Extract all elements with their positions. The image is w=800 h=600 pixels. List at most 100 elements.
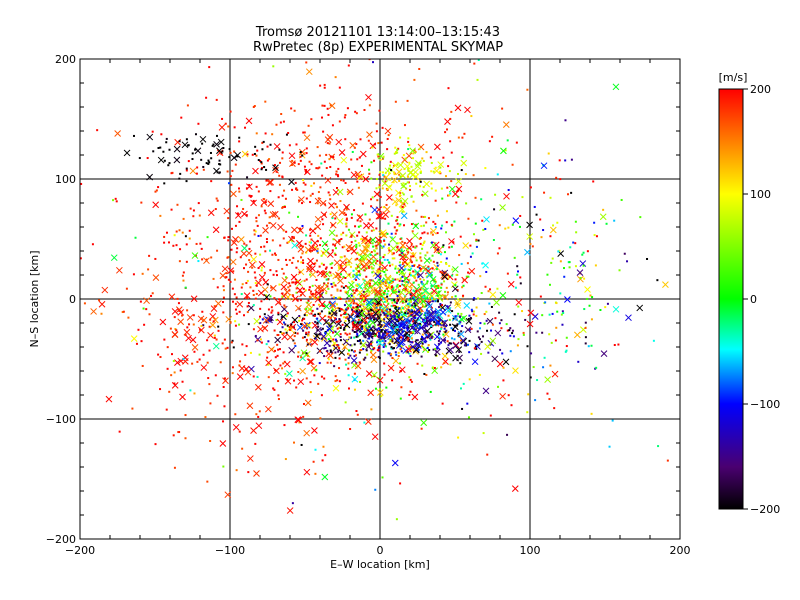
data-point: [339, 333, 342, 336]
data-point: [359, 321, 362, 324]
data-point-x: [183, 328, 191, 336]
data-point: [437, 339, 440, 342]
data-point: [446, 340, 449, 343]
data-point: [380, 292, 383, 295]
data-point: [432, 317, 435, 320]
data-point: [386, 189, 389, 192]
data-point: [398, 179, 401, 182]
data-point: [372, 267, 375, 270]
data-point: [352, 319, 355, 322]
data-point: [273, 252, 276, 255]
data-point: [316, 251, 319, 254]
data-point: [430, 312, 433, 315]
data-point-x: [599, 213, 607, 221]
data-point: [358, 283, 361, 286]
data-point: [294, 281, 297, 284]
data-point: [265, 224, 268, 227]
data-point: [363, 269, 366, 272]
data-point: [423, 240, 426, 243]
data-point: [526, 345, 529, 348]
data-point: [349, 428, 352, 431]
data-point: [141, 364, 144, 367]
data-point: [355, 245, 358, 248]
data-point: [306, 354, 309, 357]
data-point: [449, 301, 452, 304]
data-point: [398, 261, 401, 264]
data-point: [380, 298, 383, 301]
data-point: [453, 338, 456, 341]
data-point: [171, 353, 174, 356]
data-point: [196, 360, 199, 363]
data-point-x: [225, 315, 233, 323]
data-point: [410, 195, 413, 198]
data-point: [262, 140, 265, 143]
data-point: [287, 240, 290, 243]
data-point: [487, 290, 490, 293]
data-point: [349, 344, 352, 347]
data-point-x: [403, 316, 410, 324]
data-point-x: [343, 203, 350, 211]
data-point: [321, 304, 324, 307]
data-point-x: [452, 342, 460, 350]
data-point: [436, 248, 439, 251]
data-point-x: [482, 261, 489, 269]
data-point: [416, 294, 419, 297]
data-point: [466, 262, 469, 265]
data-point: [281, 206, 284, 209]
data-point: [460, 312, 463, 315]
data-point: [338, 318, 341, 321]
data-point: [356, 219, 359, 222]
data-point: [327, 315, 330, 318]
data-point: [370, 351, 373, 354]
data-point: [424, 300, 427, 303]
data-point: [432, 260, 435, 263]
data-point: [401, 300, 404, 303]
data-point-x: [416, 313, 423, 320]
data-point-x: [114, 130, 121, 137]
data-point: [233, 126, 236, 129]
data-point: [378, 173, 381, 176]
data-point: [420, 215, 423, 218]
data-point: [370, 205, 373, 208]
data-point: [383, 318, 386, 321]
data-point: [277, 380, 280, 383]
data-point: [334, 317, 337, 320]
data-point-x: [262, 227, 269, 234]
data-point-x: [288, 346, 296, 354]
data-point: [339, 308, 342, 311]
data-point: [254, 230, 257, 233]
data-point: [265, 238, 268, 241]
data-point: [415, 223, 418, 226]
data-point-x: [308, 244, 316, 252]
data-point: [296, 332, 299, 335]
data-point: [291, 261, 294, 264]
data-point: [234, 302, 237, 305]
data-point: [403, 325, 406, 328]
data-point: [325, 292, 328, 295]
data-point: [480, 198, 483, 201]
data-point-x: [365, 327, 372, 334]
data-point: [392, 310, 395, 313]
data-point: [310, 249, 313, 252]
data-point-x: [265, 359, 272, 367]
data-point: [324, 347, 327, 350]
data-point: [339, 326, 342, 329]
data-point: [467, 217, 470, 220]
data-point: [407, 298, 410, 301]
data-point: [412, 270, 415, 273]
data-point: [386, 314, 389, 317]
data-point: [186, 309, 189, 312]
data-point: [590, 318, 593, 321]
data-point: [369, 282, 372, 285]
data-point: [299, 159, 302, 162]
data-point: [373, 287, 376, 290]
data-point: [231, 300, 234, 303]
data-point: [365, 257, 368, 260]
data-point: [419, 236, 422, 239]
data-point: [421, 244, 424, 247]
data-point: [392, 181, 395, 184]
data-point: [375, 306, 378, 309]
data-point: [359, 220, 362, 223]
data-point: [450, 110, 453, 113]
data-point: [395, 290, 398, 293]
